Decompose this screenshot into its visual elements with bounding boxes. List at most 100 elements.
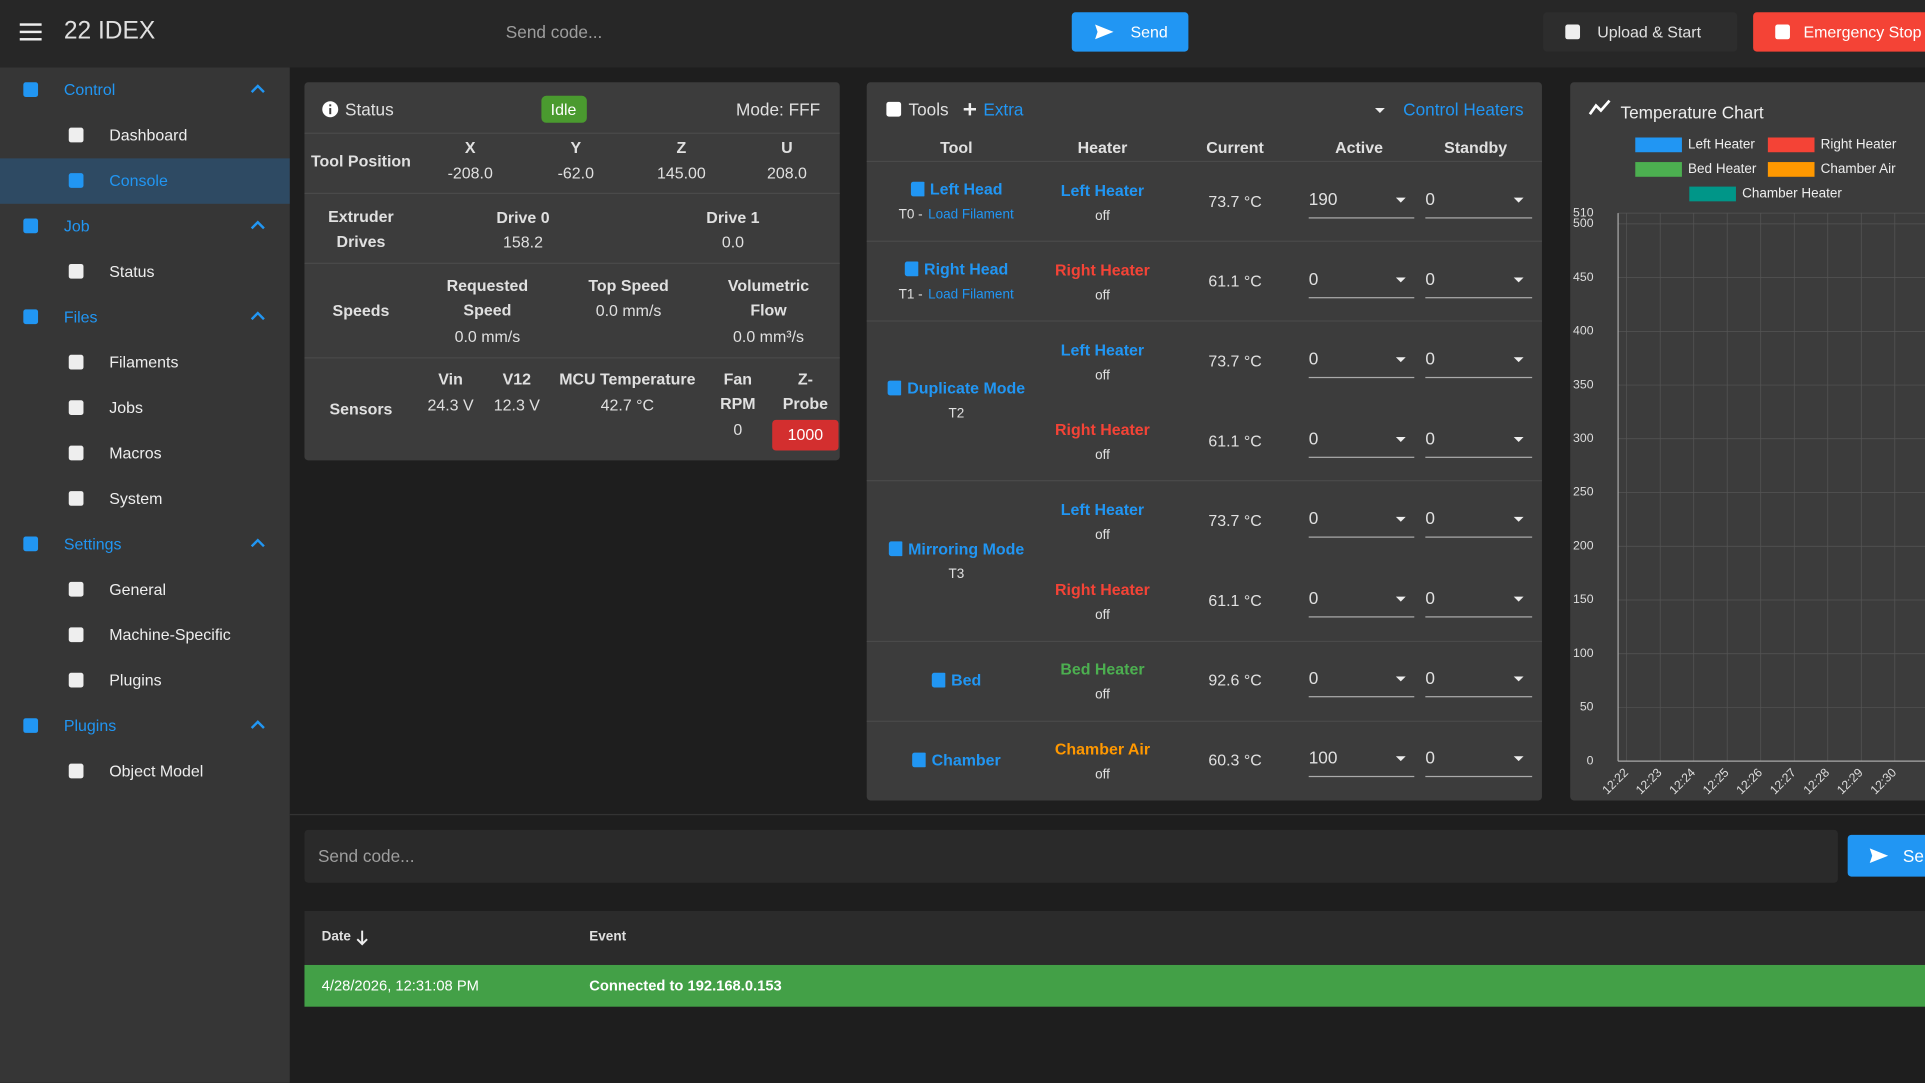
- nav-section[interactable]: Plugins: [63, 716, 117, 735]
- sort-icon: [356, 930, 368, 946]
- select-caret: [1395, 596, 1406, 602]
- x-tick-label: 12:22: [1599, 765, 1631, 797]
- heater-name[interactable]: Chamber Air: [1054, 739, 1151, 759]
- y-tick-label: 400: [1573, 324, 1594, 338]
- tool-name[interactable]: Bed: [951, 671, 982, 690]
- legend-label: Chamber Heater: [1742, 186, 1842, 201]
- send-button[interactable]: [1071, 12, 1189, 52]
- row-divider: [866, 720, 1542, 722]
- nav-item[interactable]: System: [109, 489, 163, 508]
- active-input[interactable]: 0: [1308, 668, 1319, 688]
- sensor-value: 1000: [787, 425, 824, 444]
- standby-input[interactable]: 0: [1425, 508, 1435, 528]
- temperature-chart: Temperature Chart Left Heater Right Heater…: [1573, 99, 1925, 797]
- heater-name[interactable]: Left Heater: [1060, 500, 1145, 519]
- load-filament[interactable]: Load Filament: [928, 206, 1014, 222]
- y-tick-label: 500: [1573, 216, 1594, 230]
- drive-name: Drive 1: [706, 208, 760, 227]
- nav-item[interactable]: Machine-Specific: [109, 625, 231, 644]
- y-tick-label: 510: [1573, 205, 1594, 219]
- x-tick-label: 12:29: [1834, 765, 1866, 797]
- nav-section[interactable]: Settings: [63, 534, 122, 554]
- select-caret: [1513, 676, 1524, 682]
- console-placeholder[interactable]: Send code...: [317, 845, 415, 866]
- heater-name[interactable]: Right Heater: [1055, 580, 1150, 599]
- standby-input[interactable]: 0: [1425, 588, 1435, 608]
- nav-item[interactable]: Jobs: [109, 398, 143, 417]
- heater-state: off: [1095, 767, 1110, 783]
- nav-item[interactable]: Object Model: [109, 761, 204, 781]
- standby-input[interactable]: 0: [1425, 668, 1435, 688]
- nav-item[interactable]: Status: [109, 262, 155, 281]
- menu-button[interactable]: [19, 22, 42, 42]
- heater-name[interactable]: Right Heater: [1055, 420, 1150, 439]
- standby-input[interactable]: 0: [1425, 188, 1435, 209]
- active-input[interactable]: 0: [1308, 268, 1319, 289]
- tool-name[interactable]: Chamber: [931, 751, 1001, 770]
- tool-name[interactable]: Right Head: [924, 259, 1009, 278]
- nav-item[interactable]: Macros: [109, 443, 162, 463]
- section-label: Extruder Drives: [328, 207, 394, 251]
- input-underline: [1425, 536, 1533, 538]
- nav-item[interactable]: Dashboard: [109, 125, 188, 145]
- y-tick-label: 350: [1573, 377, 1594, 391]
- sidebar: [0, 67, 290, 1083]
- row-divider: [304, 132, 840, 134]
- console-input[interactable]: [304, 829, 1838, 883]
- standby-input[interactable]: 0: [1425, 428, 1435, 448]
- heater-state: off: [1095, 607, 1110, 623]
- active-input[interactable]: 190: [1308, 188, 1338, 209]
- heater-name[interactable]: Left Heater: [1060, 340, 1145, 359]
- row-divider: [866, 160, 1542, 163]
- status-icon: [322, 101, 339, 118]
- load-filament[interactable]: Load Filament: [928, 286, 1014, 302]
- active-input[interactable]: 0: [1308, 348, 1319, 368]
- standby-input[interactable]: 0: [1425, 268, 1435, 289]
- heater-name[interactable]: Left Heater: [1060, 180, 1145, 199]
- tool-id: T0 -: [898, 206, 923, 222]
- x-tick-label: 12:26: [1734, 765, 1766, 797]
- active-input[interactable]: 0: [1308, 508, 1319, 528]
- sensor-name: MCU Temperature: [559, 369, 696, 388]
- column-header: Event: [589, 929, 627, 945]
- nav-section[interactable]: Files: [63, 307, 98, 326]
- active-input[interactable]: 0: [1308, 428, 1319, 448]
- tool-id: T2: [948, 406, 965, 422]
- tool-name[interactable]: Mirroring Mode: [908, 538, 1025, 558]
- standby-input[interactable]: 0: [1425, 747, 1435, 768]
- x-tick-label: 12:25: [1700, 765, 1732, 797]
- select-caret: [1395, 197, 1406, 203]
- active-input[interactable]: 0: [1308, 588, 1319, 608]
- tool-icon: [931, 672, 945, 688]
- input-underline: [1308, 696, 1415, 698]
- column-header[interactable]: Date: [321, 929, 351, 945]
- sensor-value: 42.7 °C: [600, 395, 655, 415]
- code-input[interactable]: Send code...: [505, 22, 603, 42]
- nav-section[interactable]: Job: [63, 216, 90, 236]
- table-row: [304, 964, 1925, 1007]
- speed-name: Requested Speed: [446, 276, 529, 320]
- nav-item[interactable]: General: [109, 580, 167, 599]
- panel-title: Tools: [908, 99, 949, 120]
- extra-link[interactable]: Extra: [983, 99, 1024, 120]
- legend-label: Right Heater: [1821, 136, 1897, 151]
- column-header: Heater: [1077, 138, 1128, 157]
- control-heaters[interactable]: Control Heaters: [1403, 99, 1524, 120]
- nav-item[interactable]: Console: [109, 171, 168, 190]
- heater-name[interactable]: Bed Heater: [1060, 660, 1145, 679]
- standby-input[interactable]: 0: [1425, 348, 1435, 368]
- input-underline: [1308, 376, 1415, 378]
- sensor-value: 24.3 V: [427, 395, 474, 415]
- tools-panel: [866, 82, 1542, 801]
- current-temp: 73.7 °C: [1208, 191, 1262, 210]
- nav-icon: [68, 127, 84, 143]
- active-input[interactable]: 100: [1308, 747, 1338, 768]
- x-tick-label: 12:24: [1667, 765, 1699, 797]
- tool-name[interactable]: Duplicate Mode: [907, 379, 1026, 398]
- speed-name: Volumetric Flow: [727, 276, 810, 320]
- nav-item[interactable]: Plugins: [109, 670, 162, 690]
- nav-section[interactable]: Control: [63, 80, 116, 99]
- heater-name[interactable]: Right Heater: [1055, 260, 1150, 279]
- tool-name[interactable]: Left Head: [929, 179, 1003, 198]
- nav-item[interactable]: Filaments: [109, 352, 179, 372]
